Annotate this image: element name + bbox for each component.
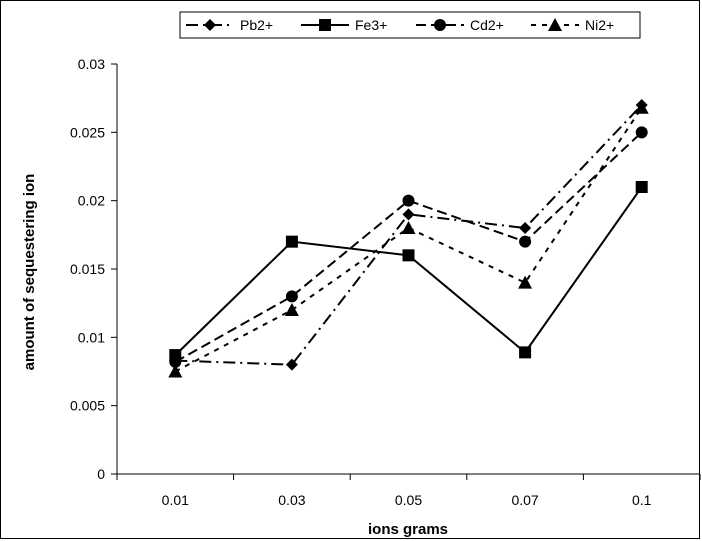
data-point (519, 346, 532, 359)
x-tick-label: 0.05 (395, 492, 422, 508)
legend-marker (204, 19, 216, 31)
axes: 0 0.005 0.01 0.015 0.02 0.025 0.03 0.01 0.03 0.05… (70, 56, 701, 508)
series-layer (168, 99, 649, 378)
series-line (174, 107, 643, 373)
legend-box (179, 11, 641, 39)
data-point (285, 235, 298, 248)
y-tick-label: 0.02 (78, 193, 105, 209)
legend-marker (548, 18, 562, 31)
legend-marker (434, 19, 446, 31)
y-tick-label: 0.025 (70, 124, 105, 140)
x-tick-label: 0.07 (511, 492, 538, 508)
y-axis-label: amount of sequestering ion (21, 174, 38, 371)
series-fe3 (169, 181, 648, 362)
legend-label: Ni2+ (585, 17, 614, 33)
x-tick-label: 0.03 (278, 492, 305, 508)
data-point (168, 364, 183, 378)
legend-label: Fe3+ (355, 17, 387, 33)
data-point (402, 208, 415, 221)
data-point (169, 355, 182, 368)
data-point (402, 194, 415, 207)
series-cd2 (169, 126, 648, 368)
legend-marker (319, 19, 331, 31)
data-point (519, 222, 532, 234)
series-pb2 (169, 99, 648, 371)
series-line (175, 104, 643, 366)
data-point (634, 100, 649, 114)
legend-label: Cd2+ (470, 17, 504, 33)
data-point (519, 235, 532, 248)
data-point (635, 181, 648, 193)
y-tick-label: 0.005 (70, 398, 105, 414)
data-point (402, 249, 415, 262)
data-point (518, 275, 533, 289)
y-tick-label: 0 (97, 466, 105, 482)
series-ni2 (168, 100, 649, 378)
legend: Pb2+ Fe3+ Cd2+ Ni2+ (179, 11, 641, 39)
series-line (174, 131, 643, 363)
data-point (285, 358, 298, 371)
x-tick-label: 0.01 (162, 492, 189, 508)
y-tick-label: 0.015 (70, 261, 105, 277)
data-point (285, 290, 298, 303)
x-axis-label: ions grams (368, 521, 448, 538)
y-tick-label: 0.01 (78, 329, 105, 345)
legend-label: Pb2+ (240, 17, 273, 33)
data-point (635, 126, 648, 139)
y-tick-label: 0.03 (78, 56, 105, 72)
data-point (284, 303, 299, 316)
x-tick-label: 0.1 (632, 492, 652, 508)
data-point (401, 221, 416, 234)
